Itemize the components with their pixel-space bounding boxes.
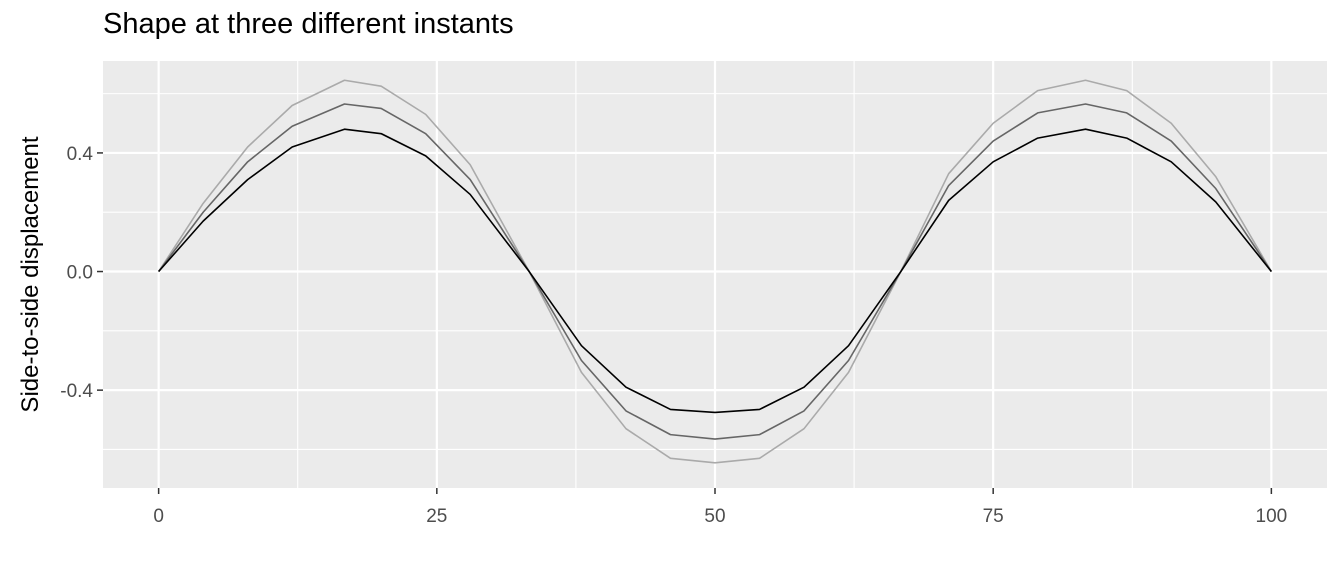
- y-tick-label: -0.4: [60, 381, 93, 402]
- y-axis-labels: 0.4 0.0 -0.4: [60, 144, 93, 402]
- y-tick-label: 0.0: [67, 263, 93, 284]
- x-tick-label: 50: [704, 506, 725, 527]
- chart-title: Shape at three different instants: [103, 8, 514, 40]
- x-tick-label: 0: [153, 506, 164, 527]
- series-line-2: [158, 103, 1273, 440]
- x-tick-label: 100: [1256, 506, 1288, 527]
- x-tick-label: 75: [983, 506, 1004, 527]
- major-gridlines: [103, 61, 1327, 488]
- y-axis-title: Side-to-side displacement: [17, 136, 44, 412]
- series-layer: [157, 79, 1273, 464]
- x-tick-label: 25: [426, 506, 447, 527]
- series-line-3: [158, 128, 1272, 414]
- axis-ticks: [97, 152, 1273, 494]
- y-tick-label: 0.4: [67, 144, 94, 165]
- series-line-1: [157, 79, 1273, 464]
- x-axis-labels: 0 25 50 75 100: [153, 506, 1287, 527]
